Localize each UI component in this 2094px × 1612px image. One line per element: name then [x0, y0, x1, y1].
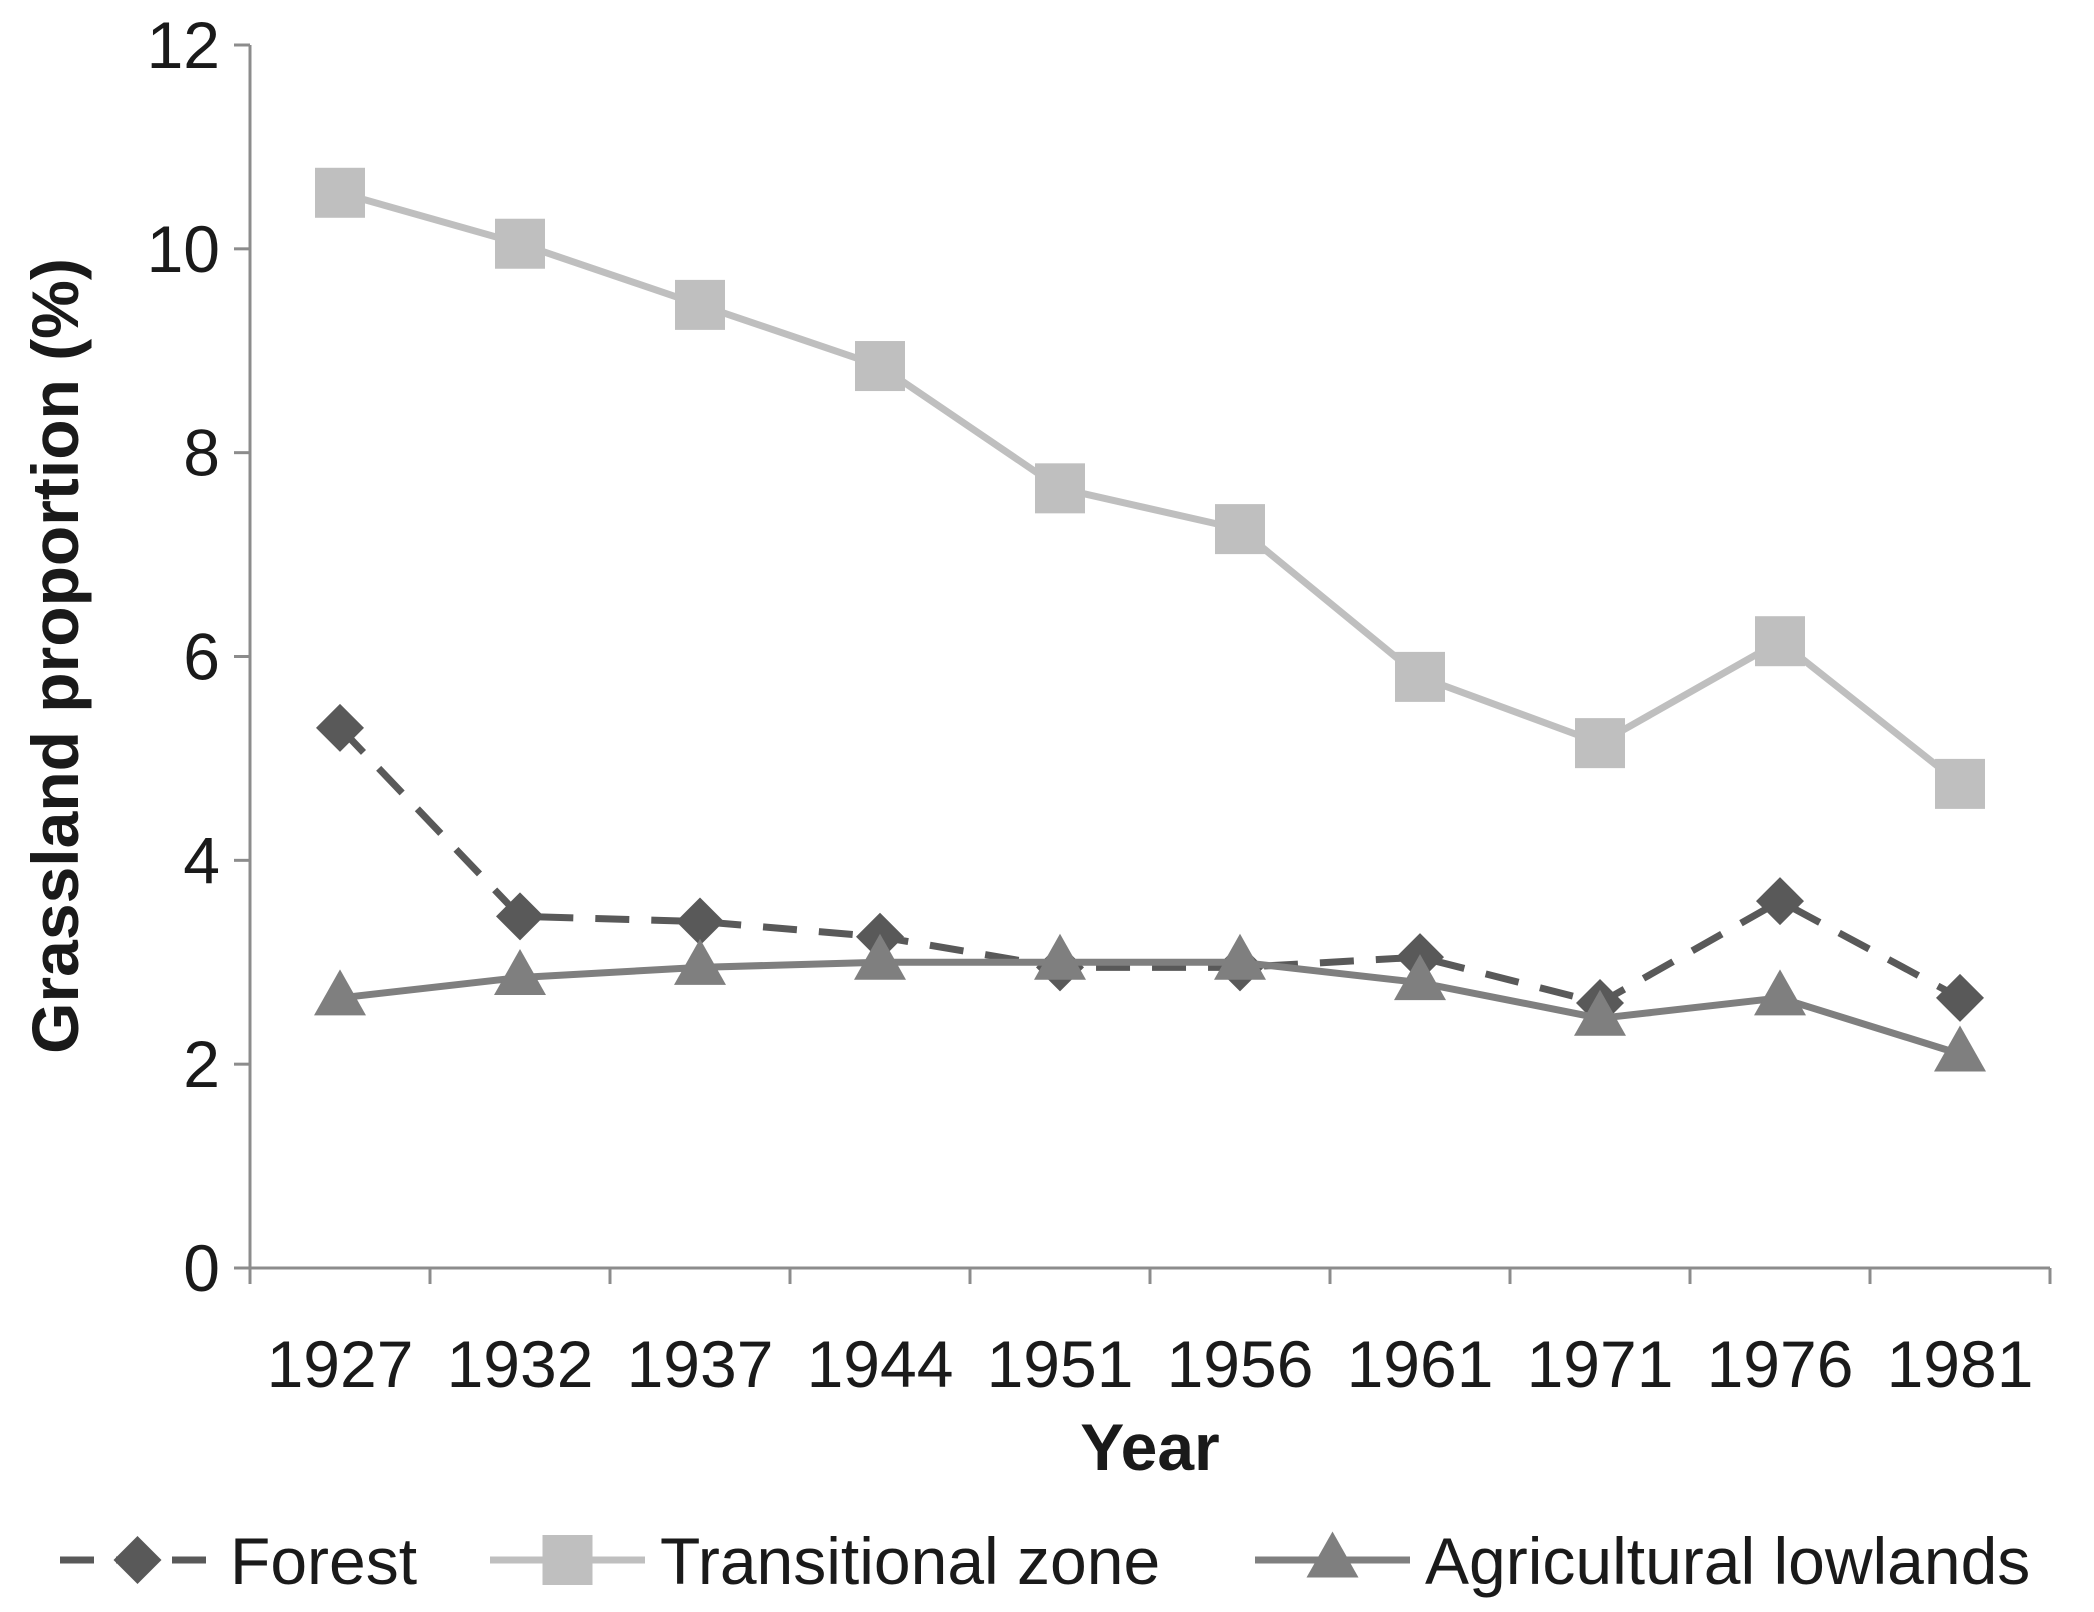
x-tick-label: 1971 [1527, 1327, 1674, 1401]
data-point-triangle [1394, 954, 1446, 1001]
data-point-square [1395, 651, 1445, 702]
data-point-triangle [494, 949, 546, 996]
data-point-square [855, 341, 905, 392]
series-line [339, 958, 1962, 1058]
legend-item: Transitional zone [490, 1524, 1160, 1598]
data-point-square [542, 1535, 593, 1585]
series-line [337, 725, 1962, 1007]
data-point-square [1035, 463, 1085, 514]
series-line [339, 189, 1963, 787]
series-layer [314, 167, 1986, 1072]
data-point-diamond [113, 1536, 162, 1584]
x-tick-label: 1981 [1887, 1327, 2034, 1401]
y-tick-label: 12 [147, 8, 220, 82]
data-point-diamond [316, 703, 364, 752]
y-tick-label: 10 [147, 212, 220, 286]
data-point-square [1935, 758, 1985, 809]
x-tick-label: 1956 [1167, 1327, 1314, 1401]
data-point-square [495, 218, 545, 269]
x-axis-title: Year [1080, 1410, 1219, 1484]
legend-item: Agricultural lowlands [1255, 1524, 2030, 1598]
data-point-triangle [1754, 969, 1806, 1016]
data-point-diamond [496, 892, 544, 941]
y-tick-label: 4 [183, 823, 220, 897]
data-point-diamond [676, 897, 724, 946]
series-agricultural-lowlands [314, 933, 1986, 1072]
x-ticks: 1927 1932 1937 1944 1951 1956 1961 1971 1976 1981 [248, 1268, 2052, 1401]
legend: Forest Transitional zone Agricultural lowl… [60, 1524, 2030, 1598]
data-point-diamond [1756, 877, 1804, 926]
data-point-square [315, 167, 365, 218]
y-tick-label: 0 [183, 1231, 220, 1305]
x-tick-label: 1937 [627, 1327, 774, 1401]
data-point-triangle [1574, 989, 1626, 1036]
x-tick-label: 1951 [987, 1327, 1134, 1401]
data-point-triangle [314, 969, 366, 1016]
data-point-triangle [1034, 933, 1086, 980]
x-tick-label: 1932 [447, 1327, 594, 1401]
y-tick-label: 8 [183, 416, 220, 490]
data-point-triangle [1934, 1025, 1986, 1072]
y-tick-label: 6 [183, 620, 220, 694]
data-point-square [1575, 718, 1625, 769]
y-ticks: 0 2 4 6 8 10 12 [147, 8, 250, 1305]
legend-item: Forest [60, 1524, 417, 1598]
series-forest [316, 703, 1984, 1028]
series-transitional-zone [315, 167, 1985, 809]
data-point-triangle [1306, 1531, 1359, 1578]
legend-label: Agricultural lowlands [1425, 1524, 2030, 1598]
data-point-square [675, 279, 725, 330]
y-tick-label: 2 [183, 1027, 220, 1101]
data-point-diamond [1936, 973, 1984, 1022]
legend-label: Transitional zone [660, 1524, 1160, 1598]
x-tick-label: 1944 [807, 1327, 954, 1401]
x-tick-label: 1961 [1347, 1327, 1494, 1401]
y-axis-title: Grassland proportion (%) [18, 258, 92, 1054]
data-point-triangle [1214, 933, 1266, 980]
data-point-triangle [854, 933, 906, 980]
data-point-triangle [674, 938, 726, 985]
x-tick-label: 1927 [267, 1327, 414, 1401]
data-point-square [1215, 504, 1265, 555]
legend-label: Forest [230, 1524, 417, 1598]
x-tick-label: 1976 [1707, 1327, 1854, 1401]
data-point-square [1755, 616, 1805, 667]
